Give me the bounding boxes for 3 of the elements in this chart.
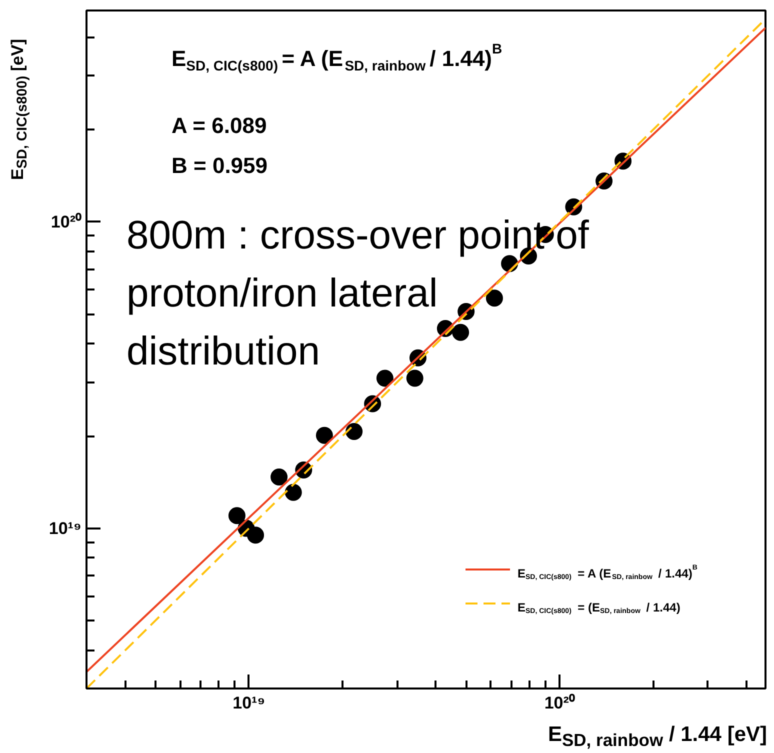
annotation: B = 0.959 <box>172 153 268 178</box>
annotation: A = 6.089 <box>172 113 267 138</box>
x-axis-title: E$_{SD, rainbow}$ / 1.44 [eV] <box>548 722 767 752</box>
